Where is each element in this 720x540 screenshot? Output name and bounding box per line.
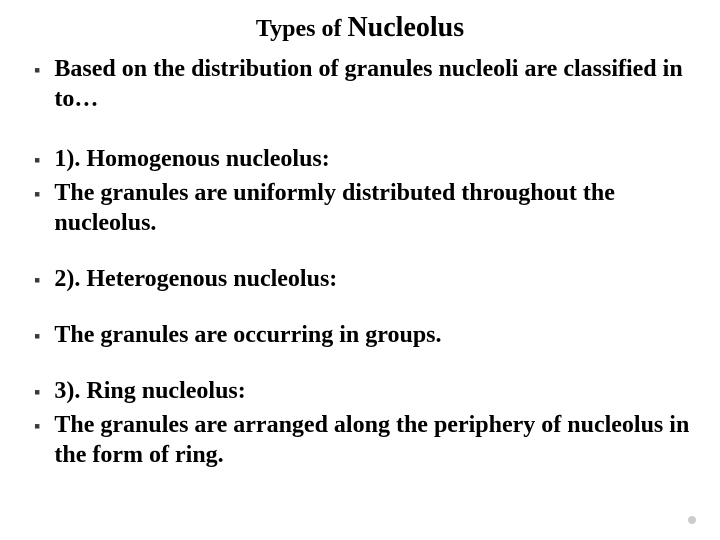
bullet-group-3: ▪ 3). Ring nucleolus: ▪ The granules are… <box>30 376 690 470</box>
square-bullet-icon: ▪ <box>34 382 40 403</box>
bullet-text: Based on the distribution of granules nu… <box>54 54 690 114</box>
bullet-group-intro: ▪ Based on the distribution of granules … <box>30 54 690 114</box>
bullet-text: The granules are uniformly distributed t… <box>54 178 690 238</box>
bullet-group-1: ▪ 1). Homogenous nucleolus: ▪ The granul… <box>30 144 690 238</box>
square-bullet-icon: ▪ <box>34 60 40 81</box>
square-bullet-icon: ▪ <box>34 416 40 437</box>
list-item: ▪ Based on the distribution of granules … <box>30 54 690 114</box>
list-item: ▪ The granules are uniformly distributed… <box>30 178 690 238</box>
bullet-text: The granules are occurring in groups. <box>54 320 441 350</box>
list-item: ▪ 1). Homogenous nucleolus: <box>30 144 690 174</box>
list-item: ▪ 3). Ring nucleolus: <box>30 376 690 406</box>
bullet-group-2b: ▪ The granules are occurring in groups. <box>30 320 690 350</box>
bullet-text: 3). Ring nucleolus: <box>54 376 245 406</box>
title-part1: Types of <box>256 16 348 42</box>
list-item: ▪ 2). Heterogenous nucleolus: <box>30 264 690 294</box>
bullet-text: The granules are arranged along the peri… <box>54 410 690 470</box>
square-bullet-icon: ▪ <box>34 270 40 291</box>
bullet-text: 1). Homogenous nucleolus: <box>54 144 329 174</box>
bullet-text: 2). Heterogenous nucleolus: <box>54 264 337 294</box>
list-item: ▪ The granules are arranged along the pe… <box>30 410 690 470</box>
list-item: ▪ The granules are occurring in groups. <box>30 320 690 350</box>
square-bullet-icon: ▪ <box>34 326 40 347</box>
page-dot-icon <box>688 516 696 524</box>
square-bullet-icon: ▪ <box>34 150 40 171</box>
title-part2: Nucleolus <box>347 12 464 43</box>
bullet-group-2a: ▪ 2). Heterogenous nucleolus: <box>30 264 690 294</box>
square-bullet-icon: ▪ <box>34 184 40 205</box>
slide-title: Types of Nucleolus <box>30 12 690 44</box>
